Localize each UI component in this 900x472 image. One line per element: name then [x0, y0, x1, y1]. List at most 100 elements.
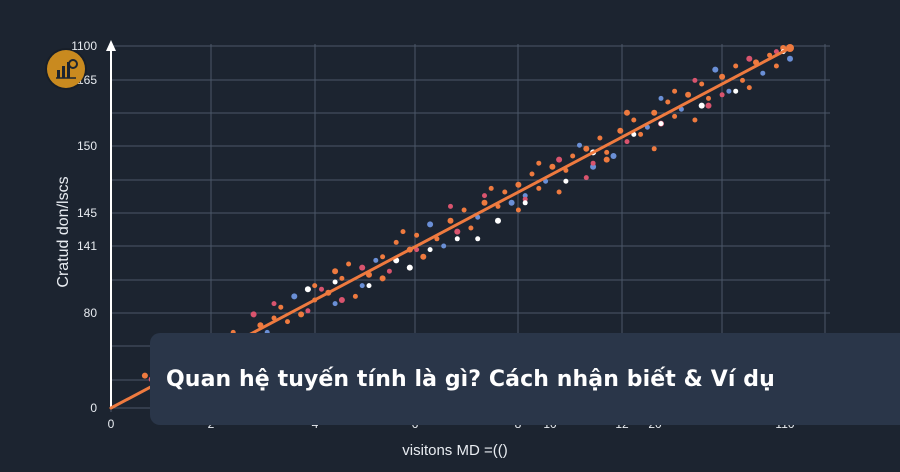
data-point [386, 268, 392, 274]
data-point [692, 77, 698, 83]
data-point [536, 160, 542, 166]
data-point [352, 293, 358, 299]
data-point [590, 163, 597, 170]
data-point [522, 200, 528, 206]
data-point [698, 102, 705, 109]
data-point [346, 261, 352, 267]
data-point [590, 160, 596, 166]
data-point [475, 236, 481, 242]
data-point [332, 301, 338, 307]
data-point [508, 199, 515, 206]
data-point [441, 243, 447, 249]
y-axis-arrow-icon [106, 40, 116, 51]
chart-gear-icon [47, 50, 85, 88]
y-tick-label: 145 [77, 206, 97, 220]
data-point [733, 88, 739, 94]
data-point [454, 236, 460, 242]
data-point [393, 239, 399, 245]
data-point [319, 286, 324, 292]
data-point [638, 131, 644, 137]
data-point [678, 106, 684, 112]
data-point [624, 109, 630, 116]
x-tick-label: 0 [108, 417, 115, 431]
data-point [536, 185, 542, 191]
data-point [556, 189, 562, 195]
data-point [577, 142, 582, 148]
data-point [787, 55, 793, 62]
data-point [427, 221, 434, 228]
data-point [529, 171, 535, 177]
data-point [726, 88, 732, 94]
data-point [705, 102, 712, 109]
data-point [556, 156, 563, 163]
data-point [603, 156, 610, 163]
data-point [447, 217, 454, 224]
data-point [543, 178, 549, 184]
data-point [583, 175, 589, 181]
data-point [699, 81, 705, 87]
data-point [665, 99, 671, 105]
data-point [495, 217, 501, 224]
data-point [400, 229, 406, 235]
y-tick-label: 80 [84, 306, 98, 320]
data-point [305, 308, 311, 314]
data-point [760, 70, 766, 76]
data-point [271, 301, 277, 307]
y-tick-label: 1100 [71, 39, 97, 53]
y-axis-label: Cratud don/lscs [55, 176, 72, 287]
data-point [719, 73, 726, 80]
data-point [468, 225, 474, 231]
data-point [631, 117, 637, 123]
data-point [617, 127, 624, 134]
data-point [250, 311, 257, 318]
data-point [488, 185, 494, 191]
data-point [624, 139, 630, 145]
data-point [515, 207, 521, 213]
data-point [651, 109, 658, 116]
data-point [685, 91, 692, 98]
data-point [373, 257, 379, 263]
data-point [719, 92, 725, 98]
y-tick-label: 141 [77, 239, 97, 253]
banner-title: Quan hệ tuyến tính là gì? Cách nhận biết… [166, 366, 775, 392]
data-point [733, 63, 739, 69]
data-point [332, 279, 338, 285]
data-point [461, 207, 467, 213]
data-point [304, 286, 311, 293]
data-point [597, 135, 603, 141]
data-point [672, 113, 678, 119]
data-point [454, 228, 461, 235]
y-tick-label: 0 [90, 401, 97, 415]
data-point [563, 178, 569, 184]
data-point [291, 293, 298, 300]
data-point [712, 66, 719, 73]
data-point [406, 264, 413, 271]
y-tick-label: 150 [77, 139, 97, 153]
data-point [420, 253, 427, 260]
data-point [767, 52, 773, 58]
data-point [380, 254, 386, 260]
data-point [773, 63, 779, 69]
trend-line-endpoint [786, 44, 794, 52]
data-point [746, 85, 752, 91]
data-point [583, 145, 590, 152]
data-point [502, 189, 508, 195]
data-point [298, 311, 305, 318]
data-point [312, 283, 318, 289]
chart-gear-glyph [56, 59, 78, 79]
data-point [278, 304, 284, 310]
data-point [339, 275, 345, 281]
data-point [515, 181, 522, 188]
data-point [448, 203, 453, 209]
data-point [427, 247, 433, 253]
title-banner: Quan hệ tuyến tính là gì? Cách nhận biết… [150, 333, 900, 425]
data-point [359, 264, 366, 271]
data-point [141, 372, 148, 379]
data-point [610, 153, 617, 159]
data-point [522, 196, 528, 202]
data-point [746, 55, 753, 62]
data-points [141, 45, 793, 383]
data-point [740, 77, 745, 83]
data-point [285, 319, 290, 325]
